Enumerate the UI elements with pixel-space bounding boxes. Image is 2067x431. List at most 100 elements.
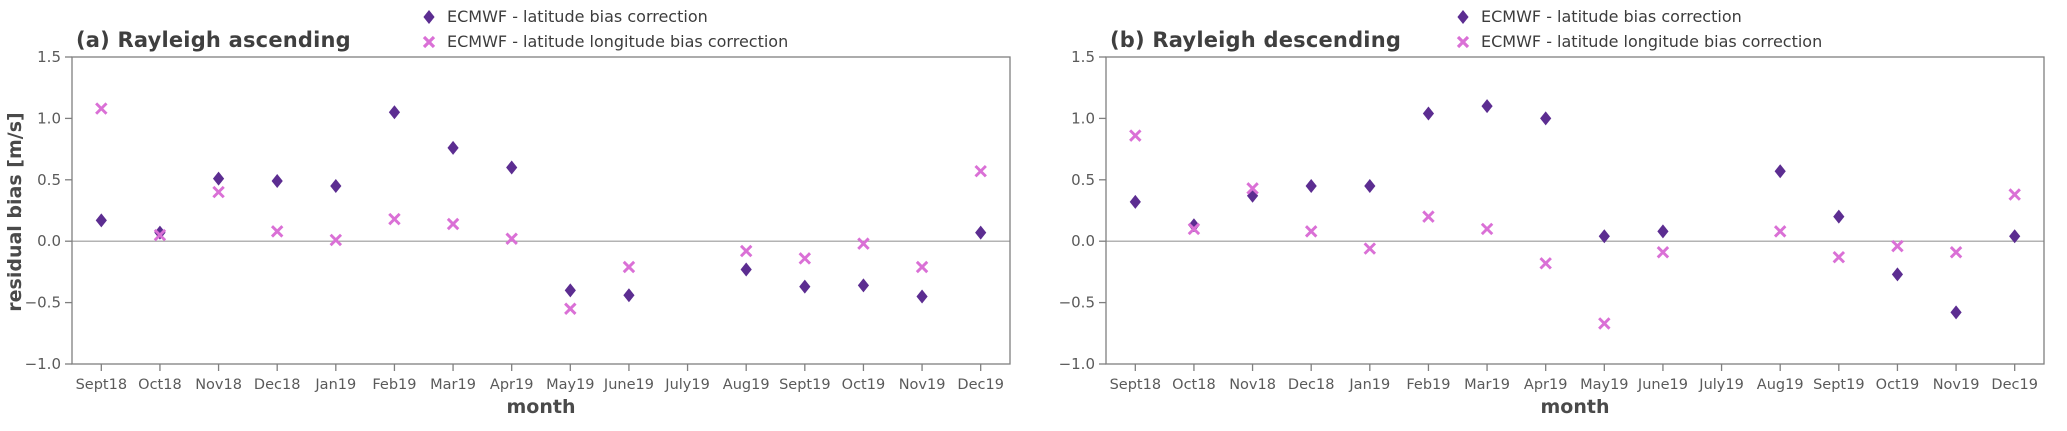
data-point-x bbox=[622, 260, 636, 274]
x-tick-label: June19 bbox=[1637, 377, 1688, 393]
data-point-diamond bbox=[1774, 164, 1786, 179]
data-point-x bbox=[1891, 239, 1904, 253]
legend-entry-latitude-bias: ECMWF - latitude bias correction bbox=[1454, 4, 1822, 29]
x-tick-label: Dec18 bbox=[1288, 377, 1335, 393]
legend: ECMWF - latitude bias correction ECMWF -… bbox=[1454, 4, 1822, 54]
x-marker-icon bbox=[1456, 35, 1470, 48]
y-tick-label: 0.0 bbox=[1071, 232, 1095, 250]
data-point-diamond bbox=[1891, 267, 1904, 282]
x-tick-label: Nov19 bbox=[899, 377, 946, 393]
x-tick-label: Sept18 bbox=[1110, 377, 1161, 393]
data-point-diamond bbox=[1305, 178, 1317, 193]
data-point-x bbox=[1304, 225, 1318, 238]
x-tick-label: July19 bbox=[1698, 377, 1744, 393]
data-point-diamond bbox=[799, 279, 811, 294]
data-point-diamond bbox=[388, 105, 401, 120]
data-point-x bbox=[212, 185, 225, 199]
x-tick-label: Feb19 bbox=[372, 377, 416, 393]
legend-entry-latitude-longitude-bias: ECMWF - latitude longitude bias correcti… bbox=[1454, 29, 1822, 54]
legend: ECMWF - latitude bias correction ECMWF -… bbox=[420, 4, 788, 54]
x-tick-label: Nov18 bbox=[195, 377, 242, 393]
chart-rayleigh-ascending: ECMWF - latitude bias correction ECMWF -… bbox=[0, 0, 1033, 431]
legend-entry-latitude-longitude-bias: ECMWF - latitude longitude bias correcti… bbox=[420, 29, 788, 54]
data-point-diamond bbox=[623, 288, 635, 303]
data-point-x bbox=[95, 102, 108, 115]
data-point-x bbox=[1949, 246, 1963, 259]
x-tick-label: Dec19 bbox=[1991, 377, 2038, 393]
y-tick-label: −0.5 bbox=[1059, 294, 1095, 312]
data-point-diamond bbox=[1422, 106, 1435, 121]
data-point-x bbox=[1656, 246, 1670, 259]
data-point-diamond bbox=[447, 140, 459, 155]
x-tick-label: May19 bbox=[1580, 377, 1628, 393]
y-tick-label: 0.5 bbox=[37, 171, 61, 189]
data-point-x bbox=[1422, 210, 1435, 223]
x-tick-label: Sept18 bbox=[76, 377, 127, 393]
data-point-x bbox=[857, 237, 870, 250]
data-point-x bbox=[1773, 225, 1787, 238]
y-tick-label: 1.5 bbox=[1071, 48, 1095, 66]
data-point-x bbox=[564, 302, 577, 315]
data-point-diamond bbox=[740, 262, 752, 277]
data-point-x bbox=[1363, 242, 1377, 255]
x-tick-label: Mar19 bbox=[1464, 377, 1510, 393]
x-axis-label: month bbox=[1540, 396, 1610, 418]
y-tick-label: 0.5 bbox=[1071, 171, 1095, 189]
data-point-x bbox=[974, 164, 987, 178]
x-tick-label: June19 bbox=[603, 377, 654, 393]
data-point-x bbox=[1832, 250, 1846, 264]
y-tick-label: 1.0 bbox=[37, 109, 61, 127]
x-tick-label: Dec19 bbox=[957, 377, 1004, 393]
data-point-diamond bbox=[95, 213, 107, 228]
data-point-diamond bbox=[1950, 305, 1962, 320]
legend-label: ECMWF - latitude bias correction bbox=[1481, 7, 1742, 26]
y-tick-label: 0.0 bbox=[37, 232, 61, 250]
data-point-x bbox=[270, 225, 284, 238]
x-tick-label: July19 bbox=[664, 377, 710, 393]
plot-area: 1.5 1.0 0.5 0.0 −0.5 −1.0 Sept18 Oct18 Nov18 Dec1… bbox=[25, 48, 1011, 393]
legend-label: ECMWF - latitude longitude bias correcti… bbox=[1481, 32, 1823, 51]
data-point-diamond bbox=[564, 283, 576, 298]
x-tick-label: Oct18 bbox=[138, 377, 182, 393]
x-tick-label: Feb19 bbox=[1406, 377, 1450, 393]
data-point-x bbox=[1539, 257, 1552, 270]
x-tick-label: Sept19 bbox=[779, 377, 830, 393]
plot-area: 1.5 1.0 0.5 0.0 −0.5 −1.0 Sept18 Oct18 Nov18 Dec1… bbox=[1059, 48, 2045, 393]
data-point-x bbox=[915, 260, 929, 274]
x-tick-label: Aug19 bbox=[723, 377, 770, 393]
data-point-diamond bbox=[1364, 178, 1376, 193]
data-point-x bbox=[446, 217, 460, 231]
data-point-diamond bbox=[916, 289, 928, 304]
data-point-x bbox=[798, 252, 812, 265]
diamond-marker-icon bbox=[1457, 9, 1469, 24]
chart-rayleigh-descending: ECMWF - latitude bias correction ECMWF -… bbox=[1034, 0, 2067, 431]
x-tick-label: Nov19 bbox=[1933, 377, 1980, 393]
data-point-diamond bbox=[1657, 224, 1669, 239]
data-point-diamond bbox=[1481, 99, 1493, 114]
data-point-diamond bbox=[506, 160, 518, 175]
data-point-diamond bbox=[1833, 209, 1845, 224]
data-point-x bbox=[505, 232, 518, 245]
data-point-diamond bbox=[1540, 111, 1552, 126]
data-point-x bbox=[329, 233, 343, 247]
data-point-x bbox=[1129, 129, 1142, 142]
x-tick-label: May19 bbox=[546, 377, 594, 393]
data-point-diamond bbox=[212, 171, 225, 186]
chart-title: (a) Rayleigh ascending bbox=[76, 28, 351, 52]
data-point-x bbox=[739, 244, 753, 258]
data-point-diamond bbox=[271, 174, 283, 189]
x-tick-label: Aug19 bbox=[1757, 377, 1804, 393]
y-tick-label: 1.0 bbox=[1071, 109, 1095, 127]
data-point-x bbox=[1246, 182, 1259, 195]
x-tick-label: Apr19 bbox=[490, 377, 534, 393]
x-tick-label: Dec18 bbox=[254, 377, 301, 393]
x-axis-label: month bbox=[506, 396, 576, 418]
y-tick-label: 1.5 bbox=[37, 48, 61, 66]
x-tick-label: Apr19 bbox=[1524, 377, 1568, 393]
data-point-x bbox=[1187, 222, 1201, 236]
plot-frame bbox=[1105, 56, 2045, 365]
data-point-x bbox=[1598, 317, 1611, 330]
data-point-diamond bbox=[330, 178, 342, 193]
x-tick-label: Oct19 bbox=[1876, 377, 1920, 393]
